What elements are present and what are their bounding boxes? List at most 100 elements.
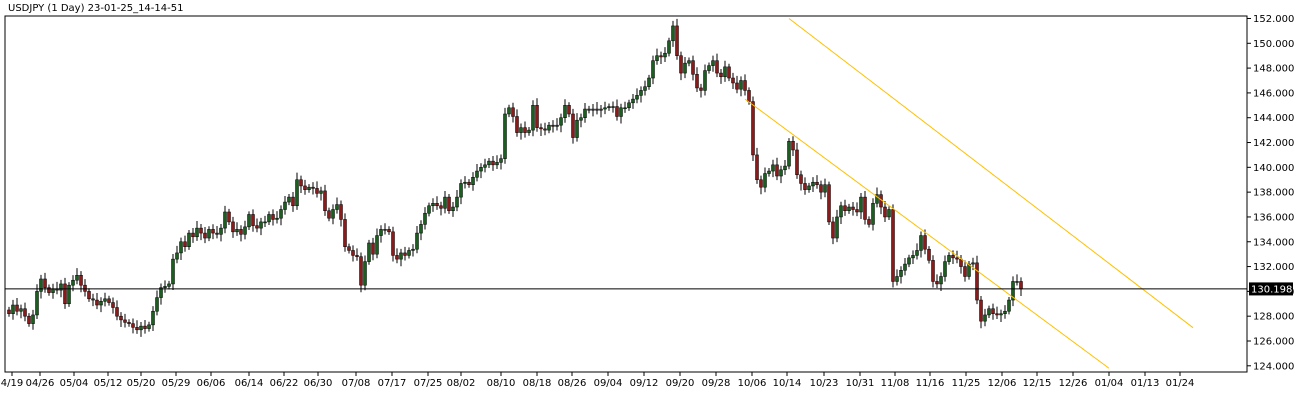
candle [1003,305,1007,319]
candle-body [663,52,667,58]
candle [331,204,335,225]
candle-body [535,105,539,128]
candle-body [327,210,331,219]
candle [907,254,911,268]
candle-body [459,183,463,198]
candle-body [715,60,719,74]
candle [711,55,715,72]
candle-body [379,229,383,236]
candle [715,53,719,78]
candle [675,18,679,60]
candle-body [671,25,675,42]
candle [231,216,235,238]
candle-body [931,260,935,282]
candle-body [991,308,995,314]
candle-body [431,203,435,207]
x-tick-label: 11/08 [881,378,910,389]
candle-body [759,179,763,188]
y-tick-label: 128.000 [1253,312,1294,323]
candle [723,60,727,82]
candle-body [39,278,43,292]
candle-body [1007,299,1011,312]
candle-body [783,165,787,171]
candle-body [635,95,639,100]
candle-body [643,86,647,91]
candle [191,227,195,243]
candle [975,255,979,305]
x-tick-label: 07/17 [378,378,407,389]
candle [199,224,203,241]
candle [935,274,939,289]
candle [275,211,279,224]
candle [43,272,47,293]
candle [931,255,935,288]
candle-body [527,129,531,133]
candle [531,100,535,137]
candle-body [467,181,471,185]
candle [795,142,799,179]
candle [563,99,567,123]
candle-body [407,250,411,256]
candle-body [899,270,903,277]
trend-channel [744,18,1194,369]
plot-frame [4,15,1248,373]
candle [323,184,327,216]
x-tick-label: 11/16 [916,378,945,389]
candle-body [171,258,175,285]
candle [19,304,23,319]
candle-body [763,173,767,188]
candle [315,181,319,198]
candle [627,99,631,111]
candle [11,299,15,320]
candle-body [231,221,235,233]
candle-body [1011,281,1015,301]
candle [227,208,231,226]
x-tick-label: 07/25 [414,378,443,389]
candle-body [139,325,143,331]
x-tick-label: 12/26 [1059,378,1088,389]
candle [67,282,71,307]
candle [87,288,91,302]
candle [255,218,259,233]
candle [343,213,347,252]
candle [843,199,847,216]
candle-body [659,55,663,58]
candle-body [903,263,907,271]
candle [367,239,371,265]
candle [139,322,143,337]
candle [195,221,199,241]
candle-body [995,313,999,316]
candle [211,224,215,240]
candle-body [423,212,427,225]
candle-body [847,206,851,211]
candle-body [19,308,23,312]
candle-body [575,119,579,138]
x-tick-label: 10/23 [810,378,839,389]
candle-body [507,107,511,115]
candle [911,250,915,264]
candle-body [963,266,967,277]
candle [983,308,987,327]
candle-body [91,298,95,301]
candle [411,244,415,257]
candle [1007,296,1011,315]
candle [27,313,31,327]
candle-body [191,232,195,238]
candle-body [115,307,119,317]
candle [167,280,171,290]
candle-body [103,298,107,302]
y-tick-label: 126.000 [1253,336,1294,347]
candle [995,306,999,320]
candle [467,179,471,188]
candle [903,258,907,276]
candle-body [703,70,707,91]
candle-body [419,224,423,234]
candle [847,203,851,214]
candle [375,228,379,259]
candle-body [631,98,635,104]
candle-body [219,227,223,235]
candle-body [983,314,987,322]
candle-body [443,196,447,209]
candle-body [647,77,651,87]
candle-body [955,257,959,260]
